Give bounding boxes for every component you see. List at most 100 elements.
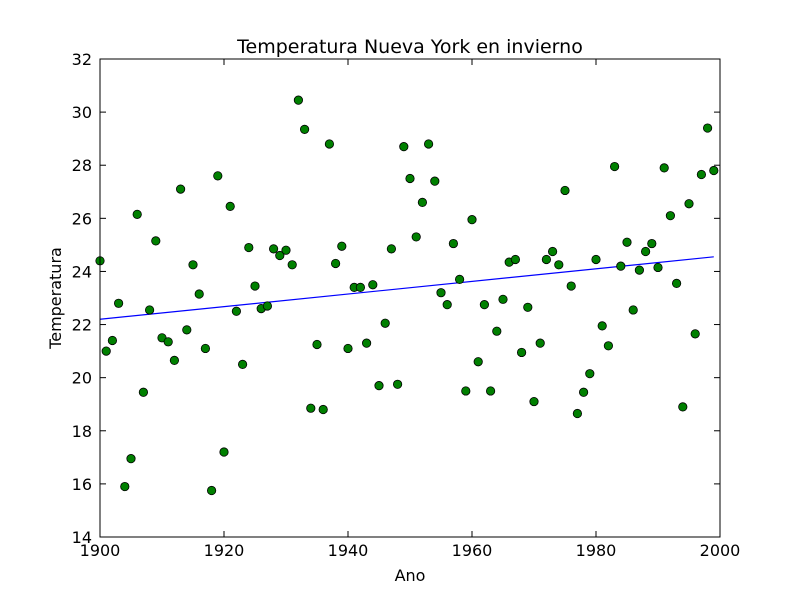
data-point: [194, 289, 204, 299]
data-point: [473, 357, 483, 367]
data-point: [436, 288, 446, 298]
data-point: [120, 481, 130, 492]
y-tick-label: 30: [72, 103, 92, 122]
data-point: [702, 123, 713, 133]
data-point: [554, 260, 564, 270]
plot-frame: [99, 58, 721, 538]
data-point: [126, 454, 136, 464]
data-point: [485, 386, 496, 396]
x-tick-label: 1940: [328, 541, 369, 560]
y-axis: 14 16 18 20 22 24 26 28 30 32: [72, 50, 720, 547]
data-point: [392, 379, 403, 389]
data-point: [448, 238, 458, 249]
data-point: [213, 171, 223, 181]
data-point: [516, 347, 527, 358]
data-point: [231, 306, 241, 316]
data-point: [647, 238, 657, 249]
data-point: [262, 301, 272, 311]
y-tick-label: 24: [72, 262, 92, 281]
data-point: [176, 184, 186, 194]
data-point: [318, 404, 328, 415]
data-point: [225, 201, 235, 211]
data-point: [405, 173, 415, 184]
data-point: [281, 245, 291, 255]
y-tick-label: 22: [72, 316, 92, 335]
data-point: [678, 402, 688, 412]
data-point: [374, 381, 384, 391]
data-point: [659, 163, 669, 173]
data-point: [566, 281, 576, 291]
data-point: [585, 369, 595, 379]
data-point: [411, 232, 421, 242]
data-point: [417, 197, 427, 207]
data-point: [275, 250, 285, 261]
trend-line: [99, 256, 714, 320]
data-point: [498, 294, 508, 304]
data-point: [361, 338, 372, 348]
data-point: [151, 236, 161, 246]
data-point: [461, 386, 471, 396]
data-point: [609, 161, 620, 172]
data-point: [541, 254, 552, 265]
data-point: [293, 95, 303, 105]
y-tick-label: 16: [72, 475, 92, 494]
data-point: [510, 254, 521, 265]
y-axis-label: Temperatura: [46, 247, 65, 350]
data-point: [114, 298, 124, 308]
data-point: [337, 241, 347, 251]
x-tick-label: 2000: [700, 541, 741, 560]
x-tick-label: 1900: [80, 541, 121, 560]
data-point: [603, 341, 614, 351]
data-point: [430, 176, 440, 186]
x-tick-label: 1980: [576, 541, 617, 560]
data-point: [671, 278, 682, 288]
data-point: [560, 185, 570, 196]
data-point: [578, 387, 589, 397]
data-point: [238, 359, 248, 369]
data-point: [622, 237, 632, 247]
data-point: [535, 338, 545, 348]
data-point: [138, 387, 148, 397]
data-point: [380, 318, 390, 328]
data-point: [312, 339, 322, 350]
data-point: [200, 343, 210, 354]
data-point: [324, 139, 334, 149]
data-point: [169, 355, 179, 366]
data-point: [597, 321, 607, 331]
data-point: [690, 329, 700, 339]
y-tick-label: 20: [72, 369, 92, 388]
chart-title: Temperatura Nueva York en invierno: [236, 36, 583, 58]
data-point: [467, 215, 477, 225]
data-point: [330, 258, 341, 269]
y-tick-label: 14: [72, 528, 92, 547]
data-point: [368, 280, 378, 290]
data-point: [653, 262, 663, 273]
data-point: [492, 326, 502, 336]
y-tick-label: 18: [72, 422, 92, 441]
data-point: [399, 142, 409, 152]
data-point: [132, 209, 142, 219]
data-point: [182, 325, 192, 335]
data-point: [163, 337, 173, 347]
data-point: [101, 346, 111, 356]
data-point: [250, 281, 260, 291]
x-tick-label: 1960: [452, 541, 493, 560]
x-tick-label: 1920: [204, 541, 245, 560]
data-point: [547, 246, 558, 257]
data-point: [343, 343, 353, 354]
data-point: [219, 447, 229, 457]
data-point: [188, 260, 198, 270]
data-point: [454, 274, 465, 285]
data-point: [628, 305, 638, 315]
x-axis-label: Ano: [395, 566, 426, 585]
data-point: [634, 265, 645, 275]
data-point: [244, 242, 254, 253]
data-point: [423, 139, 434, 149]
data-point: [306, 403, 316, 413]
data-point: [665, 211, 676, 221]
y-tick-label: 28: [72, 156, 92, 175]
data-point: [299, 124, 310, 134]
data-point: [207, 485, 217, 496]
